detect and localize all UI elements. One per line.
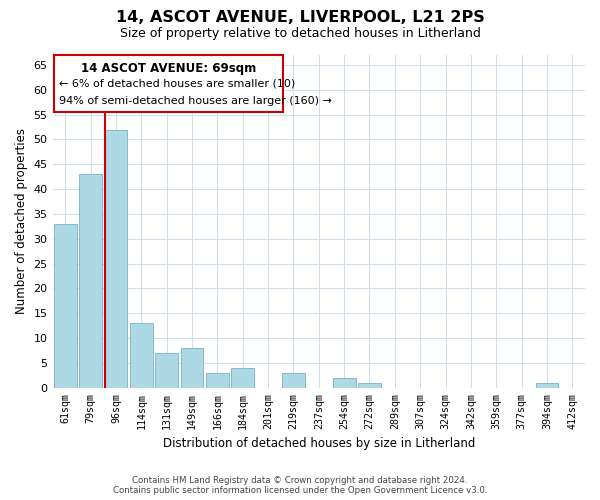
Bar	[358, 383, 381, 388]
Bar	[536, 383, 559, 388]
Text: 14 ASCOT AVENUE: 69sqm: 14 ASCOT AVENUE: 69sqm	[81, 62, 256, 76]
Text: Contains HM Land Registry data © Crown copyright and database right 2024.
Contai: Contains HM Land Registry data © Crown c…	[113, 476, 487, 495]
Bar	[54, 55, 283, 112]
Bar	[104, 130, 127, 388]
Bar	[54, 224, 77, 388]
Bar	[231, 368, 254, 388]
Text: Size of property relative to detached houses in Litherland: Size of property relative to detached ho…	[119, 28, 481, 40]
Bar	[130, 323, 152, 388]
Text: 14, ASCOT AVENUE, LIVERPOOL, L21 2PS: 14, ASCOT AVENUE, LIVERPOOL, L21 2PS	[116, 10, 484, 25]
Text: 94% of semi-detached houses are larger (160) →: 94% of semi-detached houses are larger (…	[59, 96, 332, 106]
X-axis label: Distribution of detached houses by size in Litherland: Distribution of detached houses by size …	[163, 437, 475, 450]
Bar	[181, 348, 203, 388]
Bar	[282, 373, 305, 388]
Bar	[333, 378, 356, 388]
Y-axis label: Number of detached properties: Number of detached properties	[15, 128, 28, 314]
Bar	[206, 373, 229, 388]
Bar	[155, 353, 178, 388]
Text: ← 6% of detached houses are smaller (10): ← 6% of detached houses are smaller (10)	[59, 79, 295, 89]
Bar	[79, 174, 102, 388]
